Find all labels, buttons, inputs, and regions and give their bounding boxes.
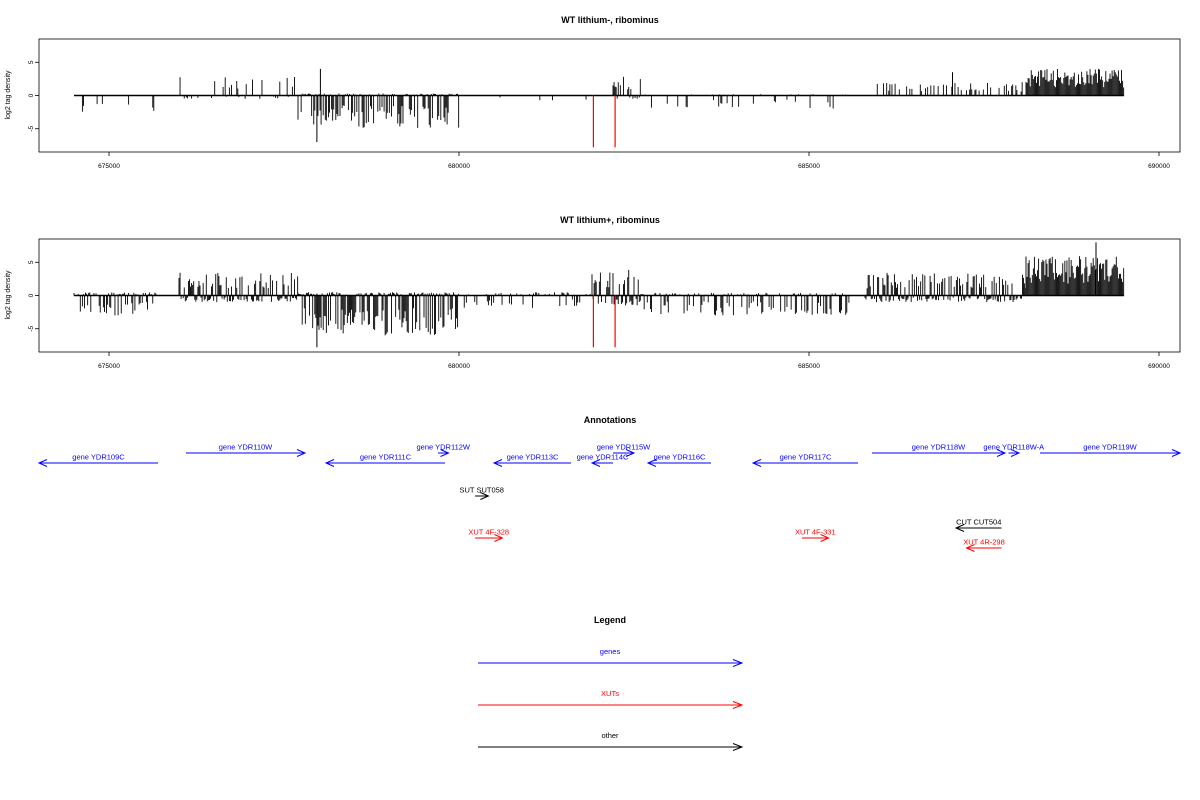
gene-feature: gene YDR119W	[1040, 443, 1182, 457]
xut-feature: XUT 4R-298	[963, 538, 1005, 552]
gene-feature: gene YDR117C	[751, 453, 858, 467]
arrow-head	[732, 743, 744, 751]
arrow-head	[625, 449, 636, 457]
x-tick-label: 685000	[798, 363, 820, 370]
arrow-head	[1171, 449, 1182, 457]
x-tick-label: 690000	[1148, 163, 1170, 170]
gene-feature: gene YDR116C	[646, 453, 711, 467]
arrow-head	[820, 534, 830, 542]
gene-feature: gene YDR110W	[186, 443, 307, 457]
xut-feature: XUT 4F-328	[468, 528, 509, 542]
feature-label: gene YDR109C	[72, 453, 125, 462]
legend-item: other	[478, 731, 744, 751]
feature-label: gene YDR114C	[577, 453, 629, 462]
x-tick-label: 685000	[798, 163, 820, 170]
arrow-head	[646, 459, 657, 467]
feature-label: gene YDR115W	[597, 443, 651, 452]
gene-feature: gene YDR118W-A	[983, 443, 1044, 457]
feature-label: gene YDR118W	[912, 443, 966, 452]
arrow-head	[954, 524, 965, 532]
arrow-head	[324, 459, 335, 467]
x-tick-label: 690000	[1148, 363, 1170, 370]
arrow-head	[480, 492, 490, 500]
gene-feature: gene YDR114C	[577, 453, 629, 467]
feature-label: XUT 4F-328	[468, 528, 509, 537]
gene-feature: gene YDR113C	[492, 453, 571, 467]
feature-label: gene YDR111C	[360, 453, 412, 462]
y-axis-label: log2 tag density	[5, 70, 12, 120]
legend-label: other	[601, 731, 619, 740]
gene-feature: gene YDR115W	[597, 443, 651, 457]
y-tick-label: 0	[28, 93, 35, 97]
arrow-head	[732, 659, 744, 667]
y-tick-label: -5	[28, 125, 35, 131]
feature-label: XUT 4R-298	[963, 538, 1005, 547]
legend-item: XUTs	[478, 689, 744, 709]
arrow-head	[996, 449, 1007, 457]
feature-label: SUT SUT058	[460, 486, 504, 495]
feature-label: gene YDR117C	[780, 453, 832, 462]
gene-feature: gene YDR112W	[416, 443, 471, 457]
axis-ticks: 675000 680000 685000 690000 -5 0 5	[28, 60, 1170, 170]
feature-label: gene YDR110W	[219, 443, 273, 452]
x-tick-label: 680000	[448, 163, 470, 170]
bars-group	[73, 242, 1125, 348]
legend: Legend genes XUTs other	[478, 615, 744, 751]
x-tick-label: 675000	[98, 163, 120, 170]
gene-feature: gene YDR111C	[324, 453, 445, 467]
arrow-head	[751, 459, 762, 467]
panel-title: WT lithium+, ribominus	[560, 215, 660, 225]
track-panel-lithium-plus: WT lithium+, ribominus log2 tag density …	[5, 215, 1181, 370]
other-feature: CUT CUT504	[954, 518, 1002, 532]
feature-label: CUT CUT504	[956, 518, 1001, 527]
other-feature: SUT SUT058	[460, 486, 504, 500]
bars-group	[74, 68, 1125, 148]
arrow-head	[965, 544, 975, 552]
feature-label: gene YDR113C	[507, 453, 559, 462]
gene-feature: gene YDR109C	[37, 453, 158, 467]
arrow-head	[732, 701, 744, 709]
track-panel-lithium-minus: WT lithium-, ribominus log2 tag density …	[5, 15, 1181, 170]
arrow-head	[494, 534, 504, 542]
legend-title: Legend	[594, 615, 626, 625]
feature-label: XUT 4F-331	[795, 528, 836, 537]
legend-label: XUTs	[601, 689, 619, 698]
legend-label: genes	[600, 647, 621, 656]
arrow-head	[492, 459, 503, 467]
axis-ticks: 675000 680000 685000 690000 -5 0 5	[28, 260, 1170, 370]
feature-label: gene YDR116C	[654, 453, 706, 462]
x-tick-label: 680000	[448, 363, 470, 370]
arrow-head	[296, 449, 307, 457]
legend-items: genes XUTs other	[478, 647, 744, 751]
feature-label: gene YDR119W	[1083, 443, 1137, 452]
panel-title: WT lithium-, ribominus	[561, 15, 659, 25]
gene-feature: gene YDR118W	[872, 443, 1007, 457]
feature-arrows: gene YDR109C gene YDR110W gene YDR111C gene…	[37, 443, 1182, 552]
x-tick-label: 675000	[98, 363, 120, 370]
arrow-head	[37, 459, 48, 467]
annotations-title: Annotations	[584, 415, 637, 425]
arrow-head	[590, 459, 601, 467]
y-axis-label: log2 tag density	[5, 270, 12, 320]
xut-feature: XUT 4F-331	[795, 528, 836, 542]
legend-item: genes	[478, 647, 744, 667]
y-tick-label: 5	[28, 260, 35, 264]
y-tick-label: 0	[28, 293, 35, 297]
y-tick-label: 5	[28, 60, 35, 64]
arrow-head	[1010, 449, 1021, 457]
y-tick-label: -5	[28, 325, 35, 331]
feature-label: gene YDR112W	[416, 443, 470, 452]
arrow-head	[440, 449, 450, 457]
feature-label: gene YDR118W-A	[983, 443, 1044, 452]
